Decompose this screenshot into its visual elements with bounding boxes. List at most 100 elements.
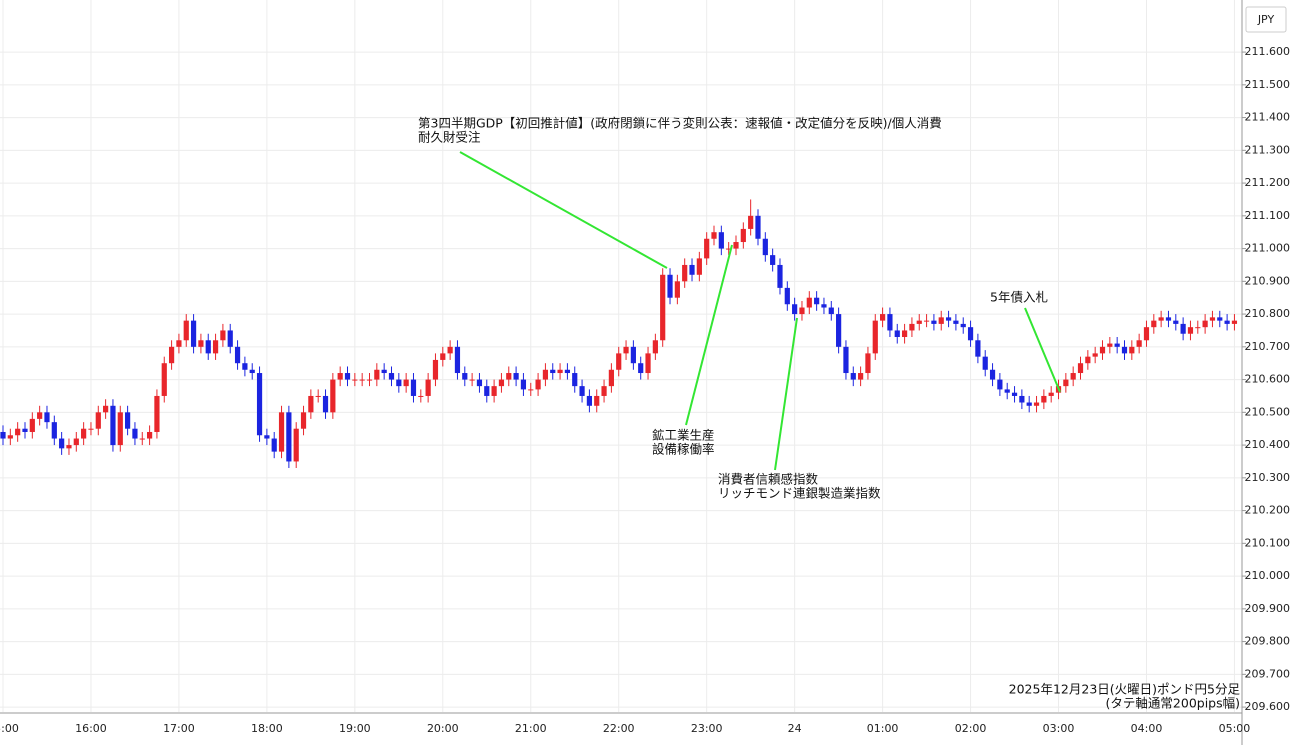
candle-body	[1165, 317, 1172, 321]
candle-body	[271, 438, 277, 452]
y-tick-label: 209.600	[1245, 700, 1291, 713]
candle-body	[821, 304, 827, 308]
candle-body	[227, 330, 233, 347]
candle-body	[923, 320, 930, 322]
candle-body	[967, 327, 974, 341]
x-tick-label: 04:00	[1131, 722, 1163, 735]
candle-body	[139, 438, 145, 440]
y-tick-label: 211.200	[1245, 176, 1291, 189]
candle-body	[711, 232, 717, 239]
candle-body	[374, 369, 380, 380]
candle-body	[770, 255, 776, 265]
candle-body	[1114, 343, 1120, 347]
candle-body	[154, 395, 160, 432]
candle-body	[579, 386, 585, 396]
candle-body	[1077, 363, 1084, 374]
annotation-text: 第3四半期GDP【初回推計値】(政府閉鎖に伴う変則公表：速報値・改定値分を反映)…	[418, 116, 942, 131]
candle-body	[806, 297, 812, 308]
annotation-text: 設備稼働率	[652, 442, 715, 457]
annotation-line	[1024, 307, 1061, 393]
candle-body	[1173, 320, 1179, 324]
y-tick-label: 211.300	[1245, 143, 1291, 156]
candle-body	[1180, 323, 1186, 334]
candle-body	[667, 274, 673, 298]
candle-body	[418, 395, 424, 397]
x-tick-label: 02:00	[955, 722, 987, 735]
candle-body	[51, 422, 57, 439]
grid	[0, 0, 1242, 712]
candle-body	[59, 438, 65, 449]
candle-body	[264, 435, 270, 439]
x-tick-label: 03:00	[1043, 722, 1075, 735]
candle-body	[44, 412, 50, 423]
candle-body	[220, 330, 226, 341]
y-tick-label: 209.800	[1245, 635, 1291, 648]
x-tick-label: 05:00	[1219, 722, 1251, 735]
candle-body	[125, 412, 131, 429]
y-tick-label: 211.400	[1245, 111, 1291, 124]
candle-body	[66, 445, 72, 449]
candle-body	[997, 379, 1003, 390]
candle-body	[234, 346, 241, 364]
candle-body	[1026, 402, 1032, 406]
candle-body	[1121, 346, 1128, 354]
y-tick-label: 210.000	[1245, 569, 1291, 582]
candle-body	[1129, 346, 1135, 354]
candle-body	[469, 379, 475, 381]
candle-body	[901, 330, 908, 338]
candle-body	[945, 317, 952, 321]
candle-body	[1195, 327, 1201, 329]
candle-body	[938, 317, 944, 324]
candle-body	[836, 314, 842, 347]
candle-body	[366, 379, 373, 381]
candle-body	[982, 356, 988, 370]
candle-body	[330, 379, 336, 413]
candle-body	[1224, 320, 1230, 324]
caption: 2025年12月23日(火曜日)ポンド円5分足	[1009, 682, 1241, 697]
candle-body	[623, 346, 629, 354]
candle-body	[198, 340, 204, 347]
candle-body	[506, 373, 512, 380]
y-tick-label: 211.000	[1245, 242, 1291, 255]
candle-body	[828, 307, 834, 315]
candle-body	[682, 264, 688, 282]
y-tick-label: 210.800	[1245, 307, 1291, 320]
candle-body	[1041, 395, 1047, 403]
candle-body	[484, 386, 490, 396]
candle-body	[528, 389, 534, 391]
candle-body	[462, 373, 468, 380]
y-tick-label: 210.700	[1245, 340, 1291, 353]
candle-body	[608, 369, 614, 387]
y-tick-label: 211.500	[1245, 78, 1291, 91]
candle-body	[381, 369, 387, 374]
candle-body	[249, 369, 255, 374]
candle-body	[689, 264, 695, 275]
candle-body	[1151, 320, 1157, 328]
candle-body	[410, 379, 417, 396]
candle-body	[15, 428, 21, 436]
candle-body	[814, 297, 820, 305]
y-axis-label: JPY	[1257, 13, 1275, 26]
candle-body	[564, 369, 571, 374]
candle-body	[572, 373, 578, 387]
candle-body	[440, 353, 446, 360]
candle-body	[1011, 392, 1018, 396]
candle-body	[762, 238, 768, 256]
candle-body	[278, 412, 285, 452]
candle-body	[1136, 340, 1142, 347]
candle-body	[704, 238, 710, 259]
candle-body	[1209, 317, 1216, 321]
candle-body	[865, 353, 871, 374]
candle-body	[784, 287, 790, 305]
candle-body	[242, 363, 248, 370]
candle-body	[293, 428, 299, 462]
candle-body	[183, 320, 189, 341]
candle-body	[1070, 373, 1076, 380]
candle-body	[660, 274, 666, 341]
candle-body	[1158, 317, 1164, 321]
candle-body	[205, 340, 211, 354]
x-tick-label: 18:00	[251, 722, 283, 735]
candle-body	[161, 363, 167, 396]
candle-body	[1092, 353, 1098, 357]
